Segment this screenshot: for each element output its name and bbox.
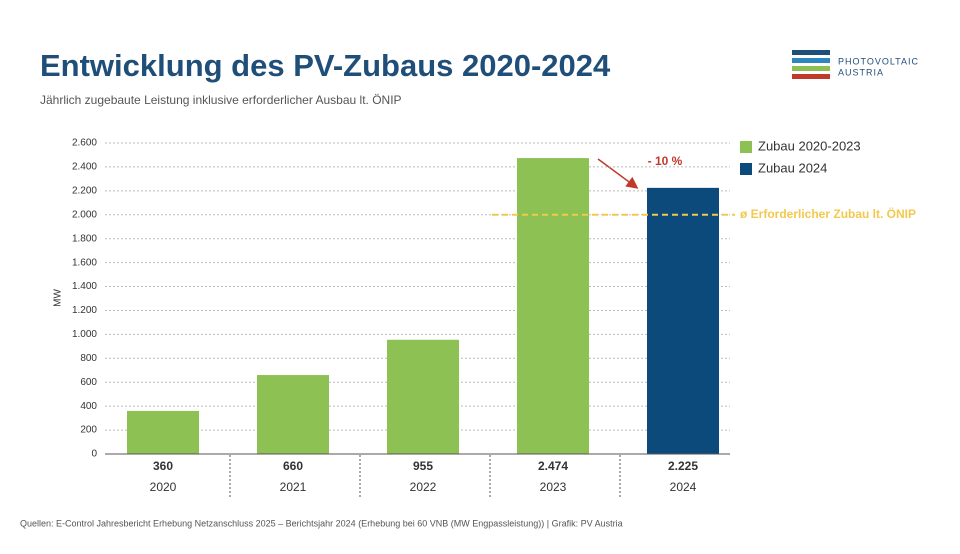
y-tick-label: 1.800	[72, 233, 97, 244]
y-tick-label: 1.200	[72, 305, 97, 316]
legend-label: Zubau 2020-2023	[758, 138, 861, 153]
value-label: 955	[413, 459, 433, 473]
y-tick-label: 600	[80, 377, 97, 388]
x-tick-label: 2023	[540, 480, 567, 494]
y-tick-label: 800	[80, 353, 97, 364]
logo-text: PHOTOVOLTAIC	[838, 56, 919, 66]
reference-label: ø Erforderlicher Zubau lt. ÖNIP	[740, 206, 916, 221]
y-tick-label: 2.600	[72, 138, 97, 149]
value-label: 2.225	[668, 459, 698, 473]
y-tick-label: 2.000	[72, 209, 97, 220]
bar	[257, 375, 329, 454]
bar	[127, 410, 199, 454]
x-tick-label: 2022	[410, 480, 437, 494]
legend-swatch	[740, 163, 752, 175]
annotation: - 10 %	[648, 154, 683, 168]
chart-subtitle: Jährlich zugebaute Leistung inklusive er…	[40, 93, 402, 107]
chart-title: Entwicklung des PV-Zubaus 2020-2024	[40, 48, 611, 83]
y-tick-label: 2.400	[72, 162, 97, 173]
y-tick-label: 200	[80, 425, 97, 436]
value-label: 2.474	[538, 459, 568, 473]
value-label: 360	[153, 459, 173, 473]
y-tick-label: 1.400	[72, 281, 97, 292]
annotation-arrow	[597, 158, 639, 189]
value-label: 660	[283, 459, 303, 473]
x-tick-label: 2020	[150, 480, 177, 494]
bar	[387, 339, 459, 454]
y-tick-label: 1.000	[72, 329, 97, 340]
source: Quellen: E-Control Jahresbericht Erhebun…	[20, 518, 623, 528]
logo-text: AUSTRIA	[838, 67, 884, 77]
y-tick-label: 2.200	[72, 185, 97, 196]
legend-label: Zubau 2024	[758, 160, 827, 175]
legend-swatch	[740, 141, 752, 153]
y-tick-label: 400	[80, 401, 97, 412]
bar	[647, 187, 719, 454]
x-tick-label: 2021	[280, 480, 307, 494]
x-tick-label: 2024	[670, 480, 697, 494]
y-tick-label: 0	[91, 449, 97, 460]
logo-icon	[792, 50, 830, 79]
y-axis-label: MW	[53, 289, 64, 307]
separators	[229, 455, 621, 497]
y-tick-label: 1.600	[72, 257, 97, 268]
bar	[517, 158, 589, 454]
